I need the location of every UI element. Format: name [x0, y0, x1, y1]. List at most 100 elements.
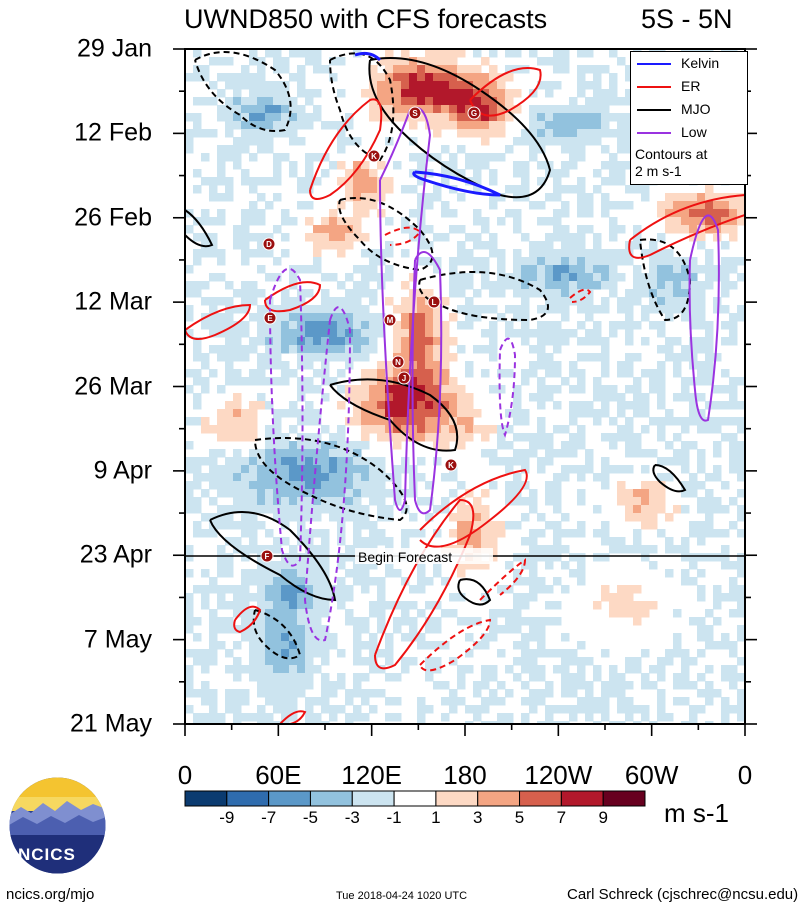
heatmap-cell [353, 529, 362, 538]
heatmap-cell [593, 273, 602, 282]
heatmap-cell [257, 241, 266, 250]
heatmap-cell [241, 81, 250, 90]
heatmap-cell [361, 313, 370, 322]
heatmap-cell [425, 337, 434, 346]
heatmap-cell [249, 473, 258, 482]
heatmap-cell [361, 281, 370, 290]
heatmap-cell [585, 113, 594, 122]
heatmap-cell [209, 457, 218, 466]
tc-marker-icon [408, 106, 422, 120]
heatmap-cell [585, 201, 594, 210]
y-tick-label: 9 Apr [93, 456, 152, 485]
heatmap-cell [697, 553, 706, 562]
heatmap-cell [361, 585, 370, 594]
heatmap-cell [601, 481, 610, 490]
heatmap-cell [545, 337, 554, 346]
heatmap-cell [289, 545, 298, 554]
heatmap-cell [345, 241, 354, 250]
heatmap-cell [281, 625, 290, 634]
heatmap-cell [273, 161, 282, 170]
heatmap-cell [241, 465, 250, 474]
heatmap-cell [225, 601, 234, 610]
heatmap-cell [441, 409, 450, 418]
heatmap-cell [209, 585, 218, 594]
heatmap-cell [673, 649, 682, 658]
heatmap-cell [625, 385, 634, 394]
heatmap-cell [265, 353, 274, 362]
heatmap-cell [289, 617, 298, 626]
heatmap-cell [273, 305, 282, 314]
heatmap-cell [305, 449, 314, 458]
heatmap-cell [721, 433, 730, 442]
heatmap-cell [577, 353, 586, 362]
heatmap-cell [329, 353, 338, 362]
heatmap-cell [569, 137, 578, 146]
heatmap-cell [369, 561, 378, 570]
heatmap-cell [361, 265, 370, 274]
heatmap-cell [457, 529, 466, 538]
heatmap-cell [737, 553, 745, 562]
heatmap-cell [233, 409, 242, 418]
heatmap-cell [201, 593, 210, 602]
heatmap-cell [497, 441, 506, 450]
heatmap-cell [609, 385, 618, 394]
heatmap-cell [185, 329, 194, 338]
heatmap-cell [665, 417, 674, 426]
heatmap-cell [441, 393, 450, 402]
heatmap-cell [457, 409, 466, 418]
heatmap-cell [505, 185, 514, 194]
heatmap-cell [497, 609, 506, 618]
heatmap-cell [481, 673, 490, 682]
heatmap-cell [673, 681, 682, 690]
heatmap-cell [313, 433, 322, 442]
heatmap-cell [689, 561, 698, 570]
heatmap-cell [553, 129, 562, 138]
heatmap-cell [473, 497, 482, 506]
heatmap-cell [569, 681, 578, 690]
heatmap-cell [417, 305, 426, 314]
heatmap-cell [209, 129, 218, 138]
heatmap-cell [441, 169, 450, 178]
heatmap-cell [361, 209, 370, 218]
heatmap-cell [617, 97, 626, 106]
heatmap-cell [729, 673, 738, 682]
heatmap-cell [377, 505, 386, 514]
heatmap-cell [521, 641, 530, 650]
heatmap-cell [729, 265, 738, 274]
heatmap-cell [729, 321, 738, 330]
heatmap-cell [209, 577, 218, 586]
heatmap-cell [457, 537, 466, 546]
heatmap-cell [585, 313, 594, 322]
heatmap-cell [241, 97, 250, 106]
heatmap-cell [353, 401, 362, 410]
heatmap-cell [601, 265, 610, 274]
heatmap-cell [265, 145, 274, 154]
heatmap-cell [681, 425, 690, 434]
heatmap-cell [281, 633, 290, 642]
heatmap-cell [665, 257, 674, 266]
heatmap-cell [281, 593, 290, 602]
heatmap-cell [393, 417, 402, 426]
heatmap-cell [289, 137, 298, 146]
heatmap-cell [577, 249, 586, 258]
heatmap-cell [289, 449, 298, 458]
heatmap-cell [369, 385, 378, 394]
heatmap-cell [625, 353, 634, 362]
heatmap-cell [449, 689, 458, 698]
heatmap-cell [625, 65, 634, 74]
heatmap-cell [633, 657, 642, 666]
heatmap-cell [353, 521, 362, 530]
heatmap-cell [673, 633, 682, 642]
heatmap-cell [617, 697, 626, 706]
heatmap-cell [313, 241, 322, 250]
heatmap-cell [641, 289, 650, 298]
heatmap-cell [657, 369, 666, 378]
heatmap-cell [337, 145, 346, 154]
heatmap-cell [473, 617, 482, 626]
heatmap-cell [673, 673, 682, 682]
heatmap-cell [273, 273, 282, 282]
heatmap-cell [313, 113, 322, 122]
heatmap-cell [449, 425, 458, 434]
heatmap-cell [417, 425, 426, 434]
